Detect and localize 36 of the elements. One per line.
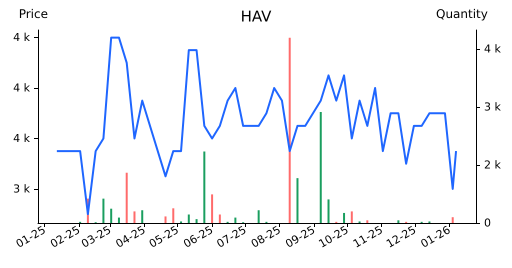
y-tick-label: 4 k: [13, 132, 31, 145]
bar: [288, 38, 291, 223]
y-tick-label: 3 k: [13, 182, 31, 196]
bar: [133, 211, 136, 223]
bar: [211, 194, 214, 223]
y2-tick-label: 2 k: [484, 158, 502, 172]
bar: [452, 217, 454, 223]
y-tick-label: 4 k: [13, 82, 31, 95]
bar: [110, 208, 112, 223]
y2-tick-label: 3 k: [484, 100, 502, 114]
line-series: [56, 36, 458, 216]
y2-tick-label: 0: [484, 216, 491, 230]
bar: [141, 210, 144, 223]
bar: [126, 172, 128, 223]
bar: [218, 214, 221, 223]
bar: [350, 211, 353, 223]
bar: [196, 219, 198, 223]
chart-title: HAV: [240, 8, 272, 26]
bar: [343, 212, 346, 223]
bar: [328, 199, 330, 223]
bar: [320, 112, 322, 223]
bar: [234, 218, 236, 223]
bar: [188, 214, 190, 223]
y2-axis-title: Quantity: [436, 7, 488, 21]
y-axis-title: Price: [18, 7, 48, 21]
y2-tick-label: 4 k: [484, 42, 502, 56]
bar: [397, 220, 400, 223]
bar: [366, 220, 368, 223]
y-tick-label: 4 k: [13, 31, 31, 44]
bar: [172, 208, 174, 223]
bar: [164, 216, 167, 223]
bar: [118, 218, 120, 223]
bar: [296, 178, 298, 223]
bar: [258, 210, 260, 223]
bar: [203, 151, 206, 223]
bar: [102, 198, 104, 223]
